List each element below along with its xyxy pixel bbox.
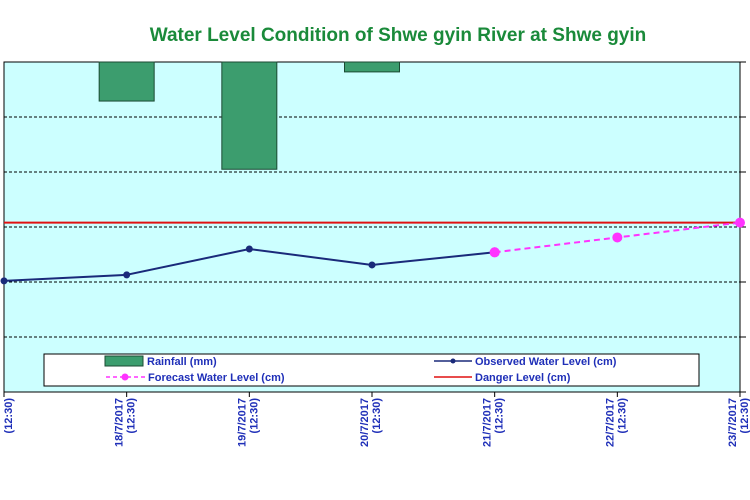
rainfall-bar: [98, 61, 155, 102]
x-tick-label-line: (12:30): [126, 398, 138, 434]
observed-point: [489, 247, 500, 258]
rainfall-bar: [221, 61, 278, 170]
x-tick-label-line: (12:30): [739, 398, 750, 434]
x-tick-label: 17/7/2017(12:30): [0, 398, 15, 447]
x-tick-label: 18/7/2017(12:30): [114, 398, 138, 447]
legend-danger-label: Danger Level (cm): [475, 372, 571, 384]
x-tick-label: 19/7/2017(12:30): [236, 398, 260, 447]
legend-forecast-marker: [121, 373, 129, 381]
x-tick-label-line: (12:30): [248, 398, 260, 434]
x-tick-label-line: 17/7/2017: [0, 398, 3, 447]
observed-point: [368, 261, 376, 269]
x-tick-label-line: (12:30): [3, 398, 15, 434]
chart-title: Water Level Condition of Shwe gyin River…: [150, 25, 647, 46]
x-tick-label-line: 22/7/2017: [604, 398, 616, 447]
x-tick-label-line: 18/7/2017: [114, 398, 126, 447]
x-tick-label-line: 23/7/2017: [727, 398, 739, 447]
legend-observed-marker: [450, 358, 456, 364]
x-tick-label-line: 20/7/2017: [359, 398, 371, 447]
x-tick-label: 22/7/2017(12:30): [604, 398, 628, 447]
observed-point: [0, 277, 8, 285]
observed-point: [123, 271, 131, 279]
forecast-point: [735, 217, 745, 228]
x-tick-label-line: (12:30): [494, 398, 506, 434]
x-axis-ticks: 17/7/2017(12:30) 18/7/2017(12:30) 19/7/201…: [0, 398, 750, 447]
x-tick-label-line: 21/7/2017: [482, 398, 494, 447]
observed-point: [245, 245, 253, 253]
legend-rainfall-swatch: [104, 355, 144, 367]
grid-lines: [3, 61, 746, 397]
legend-observed-label: Observed Water Level (cm): [475, 356, 617, 368]
legend-rainfall-label: Rainfall (mm): [147, 356, 217, 368]
forecast-point: [612, 232, 623, 243]
x-tick-label: 21/7/2017(12:30): [482, 398, 506, 447]
x-tick-label: 23/7/2017(12:30): [727, 398, 750, 447]
x-tick-label: 20/7/2017(12:30): [359, 398, 383, 447]
rainfall-bar: [344, 61, 400, 73]
x-tick-label-line: 19/7/2017: [236, 398, 248, 447]
rainfall-bars: [98, 61, 400, 170]
x-tick-label-line: (12:30): [371, 398, 383, 434]
line-series: [0, 217, 745, 285]
legend-box: [43, 353, 700, 387]
legend-forecast-label: Forecast Water Level (cm): [148, 372, 285, 384]
legend: Rainfall (mm) Observed Water Level (cm) …: [43, 353, 700, 387]
x-tick-label-line: (12:30): [616, 398, 628, 434]
